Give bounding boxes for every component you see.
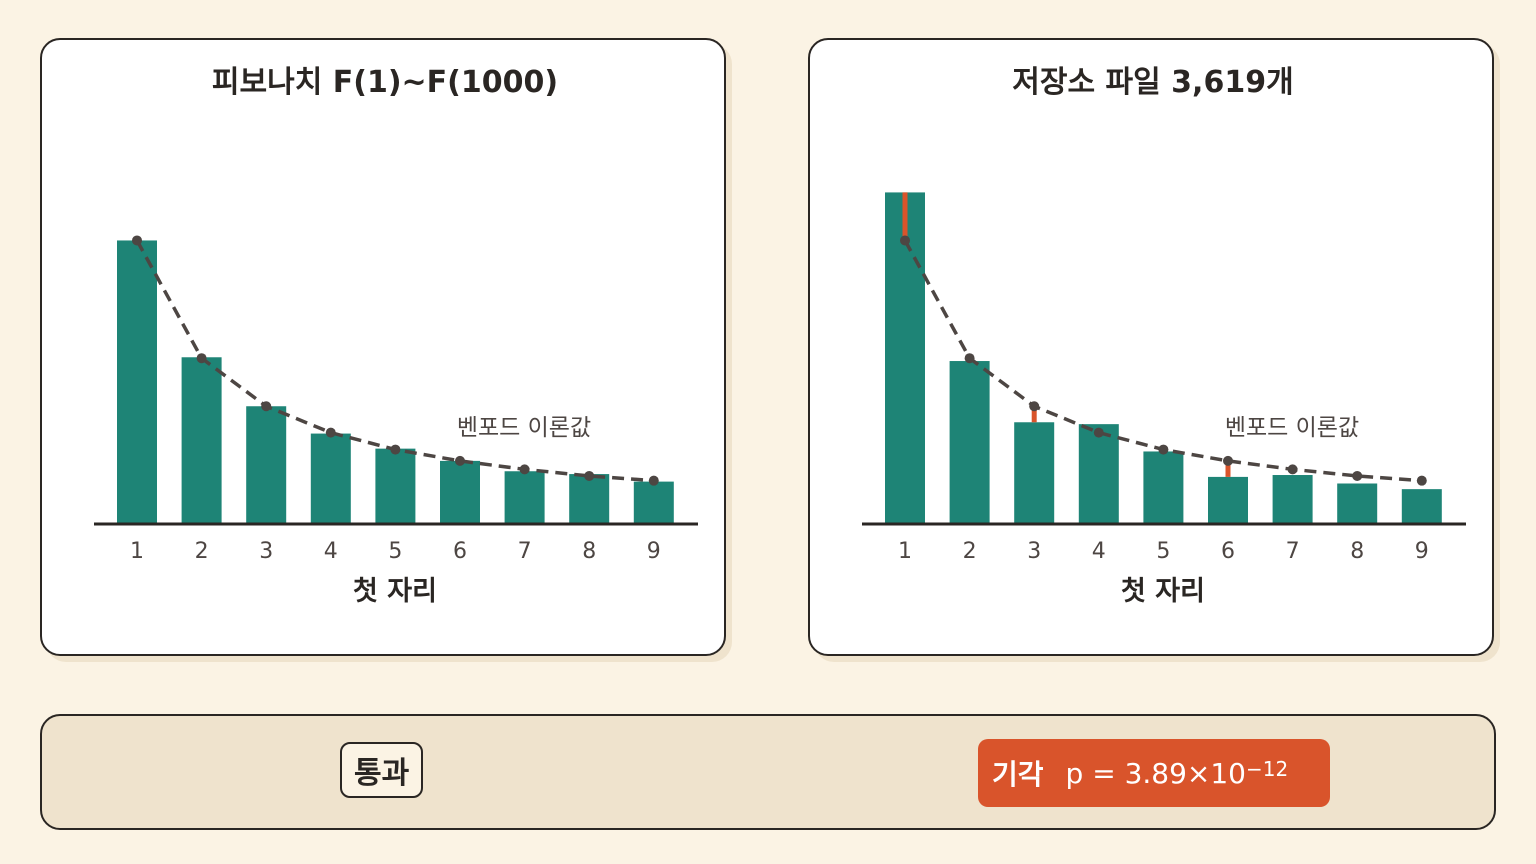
tick-label-1: 1 [898, 539, 912, 564]
bar-digit-1 [117, 240, 157, 524]
bar-digit-6 [440, 460, 480, 524]
x-axis-label: 첫 자리 [353, 576, 437, 607]
tick-label-4: 4 [324, 539, 338, 564]
pass-label: 통과 [354, 756, 410, 791]
tick-label-3: 3 [259, 539, 273, 564]
theory-point-2 [196, 353, 207, 364]
theory-label: 벤포드 이론값 [1225, 415, 1359, 441]
pass-badge: 통과 [340, 742, 424, 798]
tick-label-6: 6 [1221, 539, 1235, 564]
tick-label-5: 5 [1156, 539, 1170, 564]
bar-digit-6 [1208, 476, 1248, 524]
bar-digit-9 [1401, 489, 1442, 524]
bar-digit-4 [1078, 424, 1119, 524]
chart-svg-left: 피보나치 F(1)~F(1000) 벤포드 이론값 1 2 3 4 5 6 7 8 9 첫 자리 [94, 65, 698, 607]
theory-point-2 [964, 353, 975, 364]
theory-point-3 [1029, 401, 1040, 412]
bar-digit-8 [569, 474, 610, 524]
result-bar: 통과 기각 p = 3.89×10 −12 [40, 714, 1496, 830]
tick-label-2: 2 [195, 539, 209, 564]
bar-digit-5 [375, 448, 416, 524]
theory-point-1 [900, 235, 910, 246]
theory-point-9 [648, 475, 659, 486]
bar-digit-7 [1272, 475, 1313, 524]
bar-digit-2 [181, 357, 222, 524]
theory-point-7 [519, 464, 530, 475]
reject-label: 기각 [992, 758, 1044, 791]
bar-digit-4 [310, 433, 351, 524]
p-value-exponent: −12 [1246, 757, 1289, 781]
tick-label-7: 7 [1286, 539, 1300, 564]
theory-point-6 [455, 455, 465, 466]
bar-digit-2 [949, 361, 990, 524]
tick-label-8: 8 [1350, 539, 1364, 564]
tick-label-7: 7 [518, 539, 532, 564]
tick-label-2: 2 [963, 539, 977, 564]
tick-label-4: 4 [1092, 539, 1106, 564]
theory-point-4 [325, 427, 336, 438]
theory-point-8 [1352, 470, 1363, 481]
bar-digit-9 [633, 481, 674, 524]
tick-label-6: 6 [453, 539, 467, 564]
bar-digit-7 [504, 471, 545, 524]
tick-label-9: 9 [647, 539, 661, 564]
theory-point-5 [390, 444, 401, 455]
tick-label-3: 3 [1027, 539, 1041, 564]
tick-label-8: 8 [582, 539, 596, 564]
tick-label-5: 5 [388, 539, 402, 564]
bar-digit-3 [1014, 422, 1055, 524]
bar-digit-5 [1143, 451, 1184, 524]
theory-point-5 [1158, 444, 1169, 455]
x-axis-label: 첫 자리 [1121, 576, 1205, 607]
theory-point-9 [1416, 475, 1427, 486]
theory-point-8 [584, 470, 595, 481]
p-value-text: p = 3.89×10 [1065, 756, 1246, 790]
theory-point-4 [1093, 427, 1104, 438]
tick-label-9: 9 [1415, 539, 1429, 564]
reject-badge: 기각 p = 3.89×10 −12 [978, 739, 1330, 807]
theory-point-7 [1287, 464, 1298, 475]
bar-digit-1 [885, 192, 925, 524]
bar-digit-3 [246, 406, 287, 524]
bar-digit-8 [1337, 483, 1378, 524]
chart-title: 저장소 파일 3,619개 [1012, 65, 1293, 100]
chart-title: 피보나치 F(1)~F(1000) [212, 65, 558, 100]
tick-label-1: 1 [130, 539, 144, 564]
theory-point-6 [1223, 455, 1233, 466]
theory-point-1 [132, 235, 142, 246]
chart-panel-left: 피보나치 F(1)~F(1000) 벤포드 이론값 1 2 3 4 5 6 7 8 9 첫 자리 [40, 38, 726, 656]
theory-point-3 [261, 401, 272, 412]
theory-label: 벤포드 이론값 [457, 415, 591, 441]
